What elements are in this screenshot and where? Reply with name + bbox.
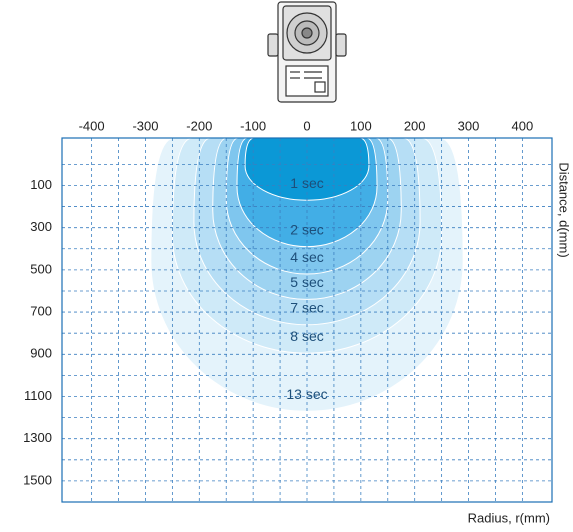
y-tick-label: 1100: [24, 388, 52, 403]
y-tick-label: 900: [30, 346, 52, 361]
y-tick-label: 100: [30, 177, 52, 192]
zone-label: 2 sec: [290, 221, 323, 237]
x-tick-label: 200: [404, 118, 426, 133]
y-tick-label: 500: [30, 261, 52, 276]
zone-label: 8 sec: [290, 328, 323, 344]
x-tick-label: -400: [79, 118, 105, 133]
x-tick-label: 400: [512, 118, 534, 133]
y-tick-label: 300: [30, 219, 52, 234]
zone-label: 7 sec: [290, 299, 323, 315]
x-tick-label: -100: [240, 118, 266, 133]
y-tick-label: 700: [30, 304, 52, 319]
plot-frame: [61, 137, 553, 503]
device-illustration: [267, 1, 347, 103]
x-tick-label: 0: [303, 118, 310, 133]
y-tick-label: 1300: [23, 430, 52, 445]
zone-label: 1 sec: [290, 175, 323, 191]
x-tick-label: 300: [458, 118, 480, 133]
x-tick-label: -300: [132, 118, 158, 133]
x-tick-label: 100: [350, 118, 372, 133]
y-tick-label: 1500: [23, 472, 52, 487]
x-axis-label: Radius, r(mm): [468, 510, 550, 525]
zone-label: 4 sec: [290, 249, 323, 265]
zone-label: 13 sec: [286, 386, 327, 402]
x-tick-label: -200: [186, 118, 212, 133]
y-axis-label: Distance, d(mm): [557, 162, 572, 257]
zone-label: 5 sec: [290, 274, 323, 290]
